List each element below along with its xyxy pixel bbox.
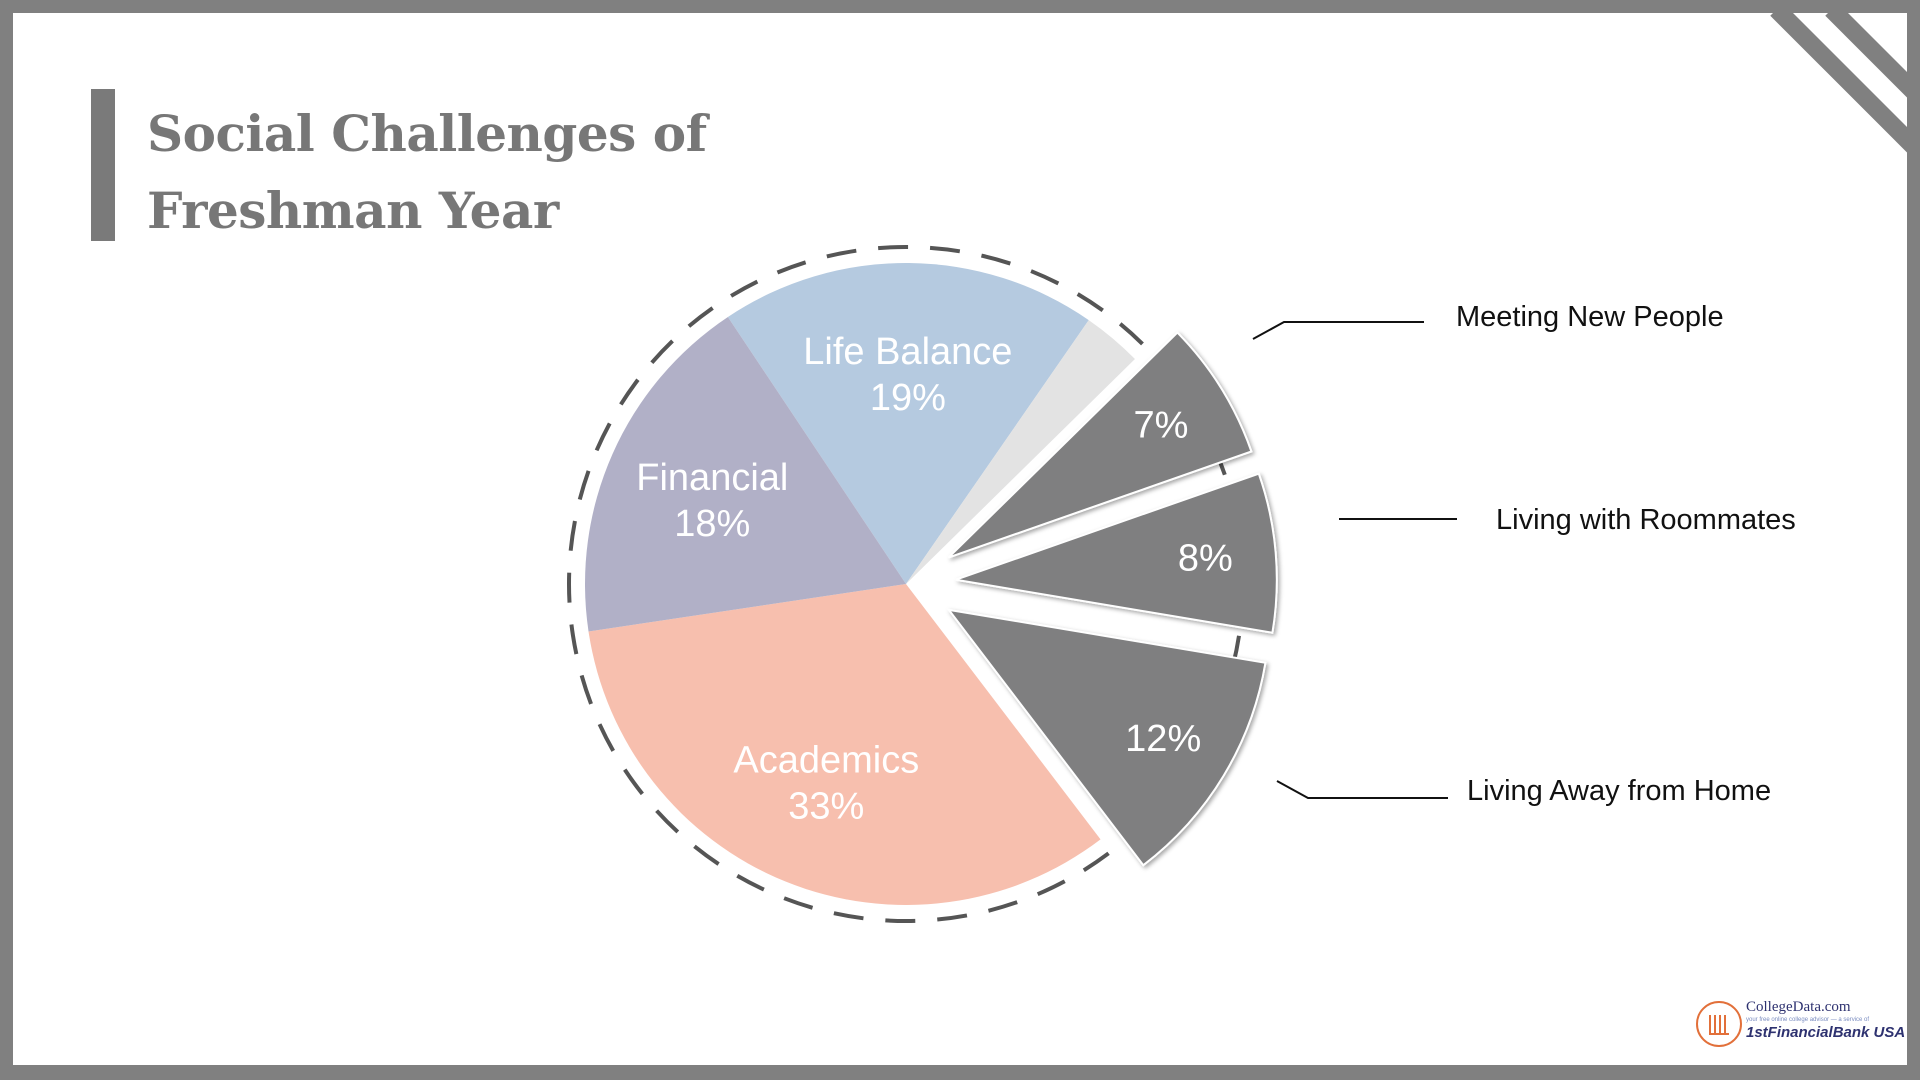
- slide: Social Challenges of Freshman Year Life …: [13, 13, 1907, 1065]
- logo-text: CollegeData.com: [1746, 999, 1851, 1015]
- page-title: Social Challenges of Freshman Year: [147, 95, 707, 249]
- collegedata-logo: CollegeData.com your free online college…: [1696, 993, 1905, 1053]
- title-accent-bar: [91, 89, 115, 241]
- pie-slice-life-balance: [727, 263, 1089, 584]
- pie-slice-living-with-roommates: [955, 472, 1278, 634]
- slice-label: 7%: [1134, 404, 1189, 446]
- logo-bank: 1stFinancialBank USA: [1746, 1024, 1906, 1041]
- slice-label: Life Balance 19%: [803, 331, 1012, 419]
- pie-slice-living-away-from-home: [946, 608, 1267, 867]
- pie-slice-meeting-new-people: [947, 331, 1253, 559]
- slice-label: 12%: [1125, 718, 1201, 760]
- logo-tagline: your free online college advisor — a ser…: [1746, 1017, 1870, 1023]
- slice-label: Financial 18%: [636, 457, 788, 545]
- pie-slice-other: [906, 320, 1135, 584]
- slice-label: 8%: [1178, 537, 1233, 579]
- pie-slice-academics: [588, 584, 1101, 905]
- logo-emblem-icon: [1696, 1001, 1742, 1047]
- callout-label: Living Away from Home: [1467, 775, 1771, 807]
- callout-leader-line: [1276, 780, 1448, 799]
- callout-leader-line: [1252, 321, 1424, 340]
- pie-chart: Life Balance 19% 7% 8% 12% Academics 33% Financ…: [567, 245, 1796, 923]
- pie-slice-financial: [585, 316, 906, 632]
- callout-label: Living with Roommates: [1496, 504, 1796, 536]
- slice-label: Academics 33%: [733, 739, 919, 827]
- callout-label: Meeting New People: [1456, 301, 1724, 333]
- title-line-1: Social Challenges of: [147, 104, 707, 163]
- title-line-2: Freshman Year: [147, 181, 559, 240]
